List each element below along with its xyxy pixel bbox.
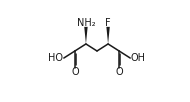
- Text: O: O: [115, 67, 123, 77]
- Text: OH: OH: [131, 53, 146, 63]
- Text: HO: HO: [48, 53, 63, 63]
- Text: O: O: [71, 67, 79, 77]
- Polygon shape: [106, 27, 110, 44]
- Text: NH₂: NH₂: [77, 18, 95, 28]
- Text: F: F: [105, 18, 111, 28]
- Polygon shape: [84, 27, 88, 44]
